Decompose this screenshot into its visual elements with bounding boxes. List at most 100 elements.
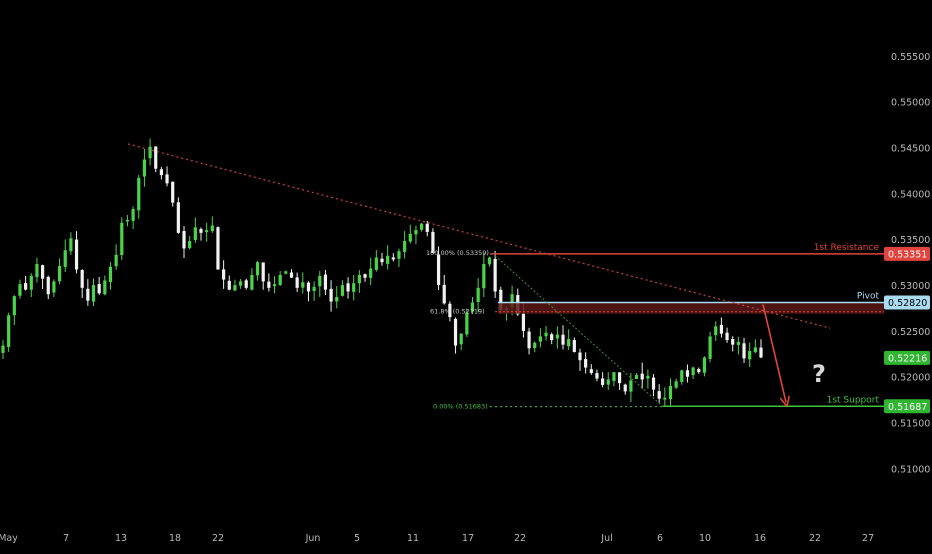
y-tick-label: 0.51500 <box>891 418 930 429</box>
candle-body <box>171 181 175 203</box>
candle-body <box>63 250 67 268</box>
candle-body <box>572 340 576 352</box>
candle-body <box>725 332 729 341</box>
pivot-label: Pivot <box>857 291 880 301</box>
candle-body <box>369 268 373 278</box>
candle-body <box>702 357 707 373</box>
y-tick-label: 0.52500 <box>891 327 930 338</box>
time-axis[interactable]: May 7 13 18 22 Jun 5 11 17 22 Jul 6 10 16 22 27 <box>0 533 874 544</box>
y-tick-label: 0.53500 <box>891 235 930 246</box>
candle-body <box>335 296 339 302</box>
candle-body <box>176 202 180 233</box>
candle-body <box>120 222 124 256</box>
resistance-price: 0.53351 <box>888 249 927 260</box>
candle-body <box>674 381 678 388</box>
candle-body <box>697 369 701 373</box>
candle-body <box>731 339 735 345</box>
candle-body <box>284 271 288 274</box>
candle-body <box>318 275 322 287</box>
candle-body <box>97 284 101 294</box>
candle-body <box>69 238 73 252</box>
candle-body <box>255 262 260 276</box>
candle-body <box>459 333 463 345</box>
candle-body <box>640 373 644 380</box>
candle-body <box>374 257 378 270</box>
candle-body <box>261 262 265 282</box>
x-tick-label: 10 <box>699 533 711 544</box>
fib-618-label: 61.8% (0.52719) <box>430 308 485 316</box>
x-tick-label: 18 <box>169 533 181 544</box>
pivot-price-tag: 0.52820 <box>884 295 930 310</box>
projection-arrow <box>762 304 786 402</box>
candle-body <box>499 289 503 310</box>
candle-body <box>267 281 271 288</box>
candle-body <box>742 343 746 359</box>
candle-body <box>601 378 605 385</box>
candle-body <box>238 281 243 286</box>
candle-body <box>386 255 390 264</box>
support-label: 1st Support <box>827 395 880 405</box>
candle-body <box>663 397 667 400</box>
candle-body <box>465 312 469 335</box>
x-tick-label: Jun <box>305 533 321 544</box>
candle-body <box>612 372 616 381</box>
candle-body <box>668 385 673 400</box>
candle-body <box>487 257 492 265</box>
y-tick-label: 0.53000 <box>891 281 930 292</box>
candle-body <box>182 231 186 249</box>
candle-body <box>193 227 197 241</box>
candle-body <box>346 283 350 292</box>
candle-body <box>35 263 39 278</box>
candle-body <box>18 284 22 296</box>
pivot-price: 0.52820 <box>888 298 927 309</box>
candle-body <box>685 370 690 377</box>
trendline[interactable] <box>127 143 831 329</box>
candle-body <box>510 294 514 308</box>
candle-body <box>482 263 486 289</box>
candle-body <box>131 209 135 221</box>
x-tick-label: 16 <box>754 533 766 544</box>
candle-body <box>222 269 226 280</box>
candle-body <box>419 223 424 230</box>
candle-body <box>629 380 633 392</box>
candle-body <box>584 359 588 368</box>
y-tick-label: 0.54500 <box>891 144 930 155</box>
y-tick-label: 0.55000 <box>891 98 930 109</box>
candle-body <box>680 370 684 382</box>
candle-body <box>148 146 152 159</box>
fib-100-label: 100.00% (0.53359) <box>426 249 489 257</box>
candle-body <box>329 288 333 302</box>
candle-body <box>7 315 11 347</box>
candle-body <box>651 377 656 390</box>
candle-body <box>476 287 480 303</box>
candle-body <box>188 241 192 249</box>
current-price: 0.52216 <box>888 353 927 364</box>
x-tick-label: 22 <box>809 533 821 544</box>
candle-body <box>544 332 548 337</box>
candle-body <box>736 341 740 345</box>
candle-body <box>352 283 356 292</box>
x-tick-label: May <box>0 533 18 544</box>
candle-body <box>589 369 593 374</box>
x-tick-label: 6 <box>657 533 663 544</box>
candle-body <box>391 257 395 260</box>
candle-body <box>40 265 45 279</box>
candle-body <box>634 374 639 379</box>
candle-body <box>567 339 571 347</box>
candle-body <box>408 233 412 242</box>
candle-body <box>493 258 497 292</box>
candle-body <box>340 285 345 296</box>
candle-body <box>24 283 28 290</box>
pivot-zone <box>498 302 884 314</box>
candle-body <box>431 231 435 254</box>
candle-body <box>1 345 5 353</box>
candle-body <box>216 227 220 270</box>
candle-body <box>578 352 582 361</box>
y-tick-label: 0.55500 <box>891 52 930 63</box>
price-axis[interactable]: 0.55500 0.55000 0.54500 0.54000 0.53500 0.530… <box>891 52 930 475</box>
candle-body <box>108 266 113 283</box>
resistance-label: 1st Resistance <box>814 243 880 253</box>
fib-0-label: 0.00% (0.51683) <box>433 403 488 411</box>
